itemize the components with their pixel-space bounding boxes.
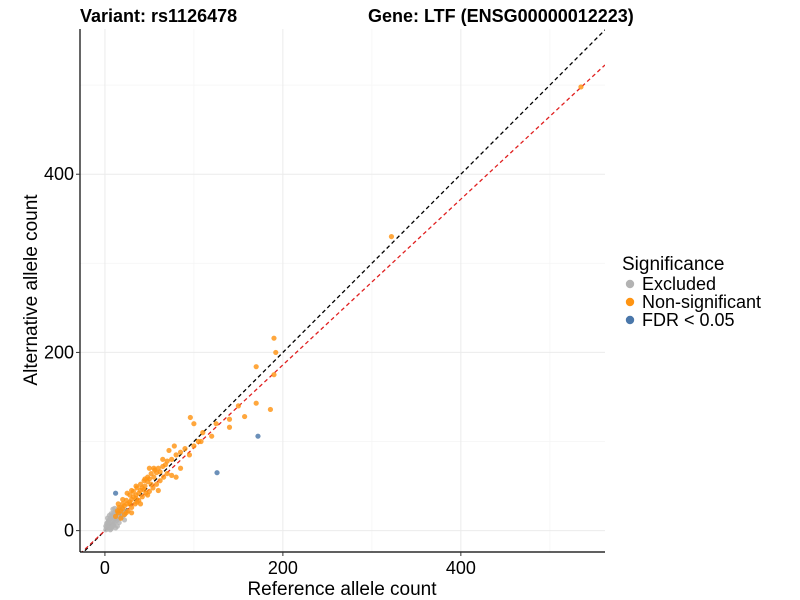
point-non-significant (139, 494, 145, 500)
point-non-significant (162, 462, 169, 468)
point-fdr-0-05 (214, 470, 220, 476)
point-non-significant (120, 501, 126, 507)
x-tick-label: 0 (100, 558, 110, 578)
point-non-significant (226, 416, 233, 422)
point-non-significant (242, 413, 248, 420)
point-non-significant (157, 478, 163, 484)
point-non-significant (177, 449, 184, 455)
y-tick-label: 0 (64, 521, 74, 541)
point-non-significant (166, 447, 172, 454)
legend-title: Significance (622, 254, 724, 275)
point-non-significant (160, 456, 166, 462)
point-excluded (112, 525, 119, 531)
grid (80, 29, 605, 552)
data-points (103, 84, 584, 533)
legend-key-non-significant (625, 297, 635, 307)
point-non-significant (169, 472, 175, 478)
point-non-significant (213, 421, 219, 427)
point-excluded (103, 523, 109, 529)
point-non-significant (191, 421, 197, 427)
point-non-significant (124, 490, 130, 496)
point-non-significant (578, 84, 584, 90)
point-non-significant (127, 501, 133, 507)
point-non-significant (145, 492, 151, 498)
point-non-significant (133, 483, 139, 489)
x-tick-label: 400 (446, 558, 476, 578)
legend-key-excluded (625, 279, 635, 289)
point-non-significant (137, 481, 144, 487)
y-tick-label: 400 (44, 164, 74, 184)
legend-label-excluded: Excluded (642, 274, 716, 294)
point-fdr-0-05 (255, 433, 261, 439)
legend-key-fdr-0-05 (625, 315, 635, 325)
point-non-significant (118, 515, 124, 521)
x-tick-label: 200 (268, 558, 298, 578)
point-non-significant (157, 469, 163, 475)
point-non-significant (187, 414, 193, 421)
point-non-significant (115, 501, 121, 507)
point-non-significant (271, 372, 277, 378)
point-non-significant (267, 406, 274, 413)
point-non-significant (155, 487, 161, 494)
legend: Significance ExcludedNon-significantFDR … (622, 254, 761, 330)
point-non-significant (182, 446, 188, 452)
point-non-significant (273, 349, 279, 356)
point-non-significant (253, 364, 259, 370)
point-non-significant (235, 403, 241, 409)
point-non-significant (186, 452, 193, 458)
point-non-significant (137, 501, 144, 507)
axes (79, 29, 605, 553)
legend-label-non-significant: Non-significant (642, 292, 761, 312)
x-axis-title: Reference allele count (247, 579, 437, 600)
point-non-significant (123, 510, 129, 516)
point-non-significant (271, 335, 277, 341)
point-non-significant (161, 474, 167, 480)
point-non-significant (129, 487, 135, 494)
point-non-significant (120, 496, 126, 503)
point-excluded (104, 515, 111, 521)
point-non-significant (141, 487, 147, 493)
point-non-significant (191, 443, 197, 449)
point-non-significant (177, 465, 184, 471)
point-fdr-0-05 (112, 490, 119, 496)
point-non-significant (129, 510, 135, 516)
point-non-significant (164, 470, 170, 477)
legend-label-fdr-0-05: FDR < 0.05 (642, 310, 735, 330)
point-non-significant (173, 452, 179, 458)
point-non-significant (173, 474, 179, 480)
point-non-significant (148, 481, 154, 487)
point-non-significant (146, 465, 153, 471)
y-axis-title: Alternative allele count (21, 194, 42, 386)
point-non-significant (388, 233, 395, 240)
point-non-significant (151, 474, 157, 480)
point-non-significant (226, 424, 233, 430)
point-non-significant (142, 476, 148, 482)
point-non-significant (153, 481, 160, 487)
y-tick-label: 200 (44, 342, 74, 362)
point-non-significant (200, 430, 206, 436)
point-excluded (108, 511, 114, 517)
point-non-significant (198, 438, 204, 445)
point-non-significant (253, 400, 259, 406)
point-non-significant (148, 470, 154, 477)
point-non-significant (114, 508, 120, 514)
point-non-significant (169, 456, 175, 462)
point-non-significant (209, 433, 215, 439)
reference-line-identity (82, 29, 605, 552)
tick-labels: 0 200 400 0 200 400 (44, 164, 476, 578)
point-non-significant (171, 443, 177, 449)
point-non-significant (112, 513, 119, 519)
title-gene: Gene: LTF (ENSG00000012223) (368, 6, 634, 26)
point-non-significant (151, 465, 157, 471)
title-variant: Variant: rs1126478 (80, 6, 237, 26)
